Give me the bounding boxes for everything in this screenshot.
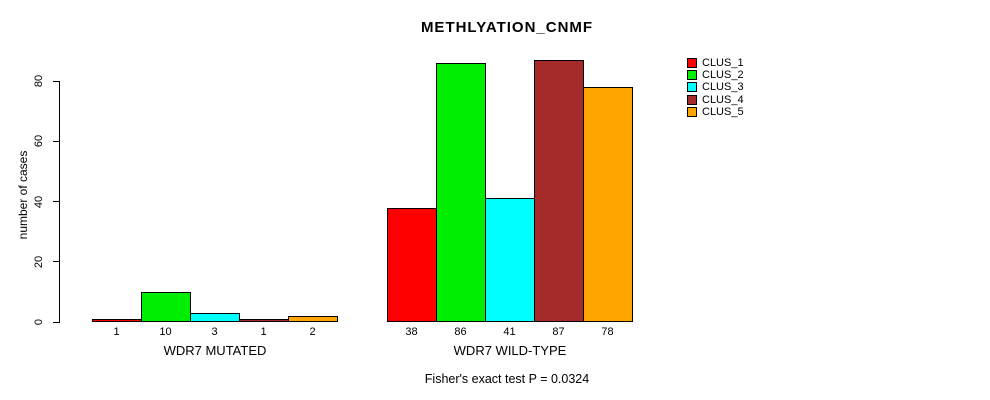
legend-label-clus_3: CLUS_3 bbox=[702, 81, 744, 94]
chart-title: METHLYATION_CNMF bbox=[420, 19, 594, 36]
legend-swatch-clus_5 bbox=[687, 106, 697, 117]
y-tick-label-0: 0 bbox=[33, 318, 45, 326]
bar-value-clus_4-group2: 87 bbox=[552, 326, 565, 338]
bar-value-clus_5-group2: 78 bbox=[601, 326, 614, 338]
y-tick-label-80: 80 bbox=[33, 74, 45, 88]
legend-label-clus_1: CLUS_1 bbox=[702, 57, 744, 70]
legend-item-clus_4: CLUS_4 bbox=[687, 94, 744, 106]
legend-item-clus_5: CLUS_5 bbox=[687, 106, 744, 118]
legend-item-clus_3: CLUS_3 bbox=[687, 81, 744, 93]
y-tick-label-40: 40 bbox=[33, 195, 45, 208]
legend-swatch-clus_3 bbox=[687, 82, 697, 93]
bar-value-clus_3-group1: 3 bbox=[211, 326, 218, 338]
bar-clus_3-group2 bbox=[485, 198, 535, 322]
y-tick-mark-60 bbox=[53, 140, 59, 142]
bar-clus_5-group2 bbox=[583, 87, 633, 322]
bar-value-clus_1-group1: 1 bbox=[113, 326, 120, 338]
y-tick-mark-40 bbox=[53, 201, 59, 202]
bar-value-clus_5-group1: 2 bbox=[309, 326, 316, 338]
bar-value-clus_2-group1: 10 bbox=[159, 326, 172, 338]
bar-value-clus_3-group2: 41 bbox=[503, 326, 516, 338]
y-tick-mark-0 bbox=[53, 321, 59, 323]
bar-clus_4-group1 bbox=[239, 319, 289, 322]
y-tick-label-60: 60 bbox=[33, 135, 45, 148]
legend-swatch-clus_1 bbox=[687, 58, 697, 69]
y-tick-label-20: 20 bbox=[33, 255, 45, 268]
fisher-test-annotation: Fisher's exact test P = 0.0324 bbox=[424, 372, 590, 386]
bar-clus_4-group2 bbox=[534, 60, 584, 322]
bar-value-clus_4-group1: 1 bbox=[260, 326, 267, 338]
y-tick-mark-20 bbox=[53, 261, 59, 263]
bar-clus_5-group1 bbox=[288, 316, 338, 322]
bar-value-clus_1-group2: 38 bbox=[405, 326, 418, 338]
bar-clus_2-group1 bbox=[141, 292, 191, 322]
bar-value-clus_2-group2: 86 bbox=[454, 326, 467, 338]
bar-clus_1-group1 bbox=[92, 319, 142, 322]
bar-clus_2-group2 bbox=[436, 63, 486, 322]
legend-label-clus_5: CLUS_5 bbox=[702, 105, 744, 118]
y-tick-mark-80 bbox=[53, 80, 59, 82]
y-axis-label: number of cases bbox=[16, 150, 30, 240]
legend: CLUS_1 CLUS_2 CLUS_3 CLUS_4 CLUS_5 bbox=[687, 57, 744, 118]
legend-label-clus_4: CLUS_4 bbox=[702, 93, 744, 106]
bar-clus_3-group1 bbox=[190, 313, 240, 322]
legend-swatch-clus_2 bbox=[687, 70, 697, 81]
legend-item-clus_1: CLUS_1 bbox=[687, 57, 744, 69]
legend-swatch-clus_4 bbox=[687, 94, 697, 105]
bar-clus_1-group2 bbox=[387, 208, 437, 322]
group-label-wdr7-wild-type: WDR7 WILD-TYPE bbox=[453, 343, 567, 358]
group-label-wdr7-mutated: WDR7 MUTATED bbox=[163, 343, 267, 358]
y-axis-line bbox=[59, 81, 60, 323]
legend-label-clus_2: CLUS_2 bbox=[702, 69, 744, 82]
legend-item-clus_2: CLUS_2 bbox=[687, 69, 744, 81]
